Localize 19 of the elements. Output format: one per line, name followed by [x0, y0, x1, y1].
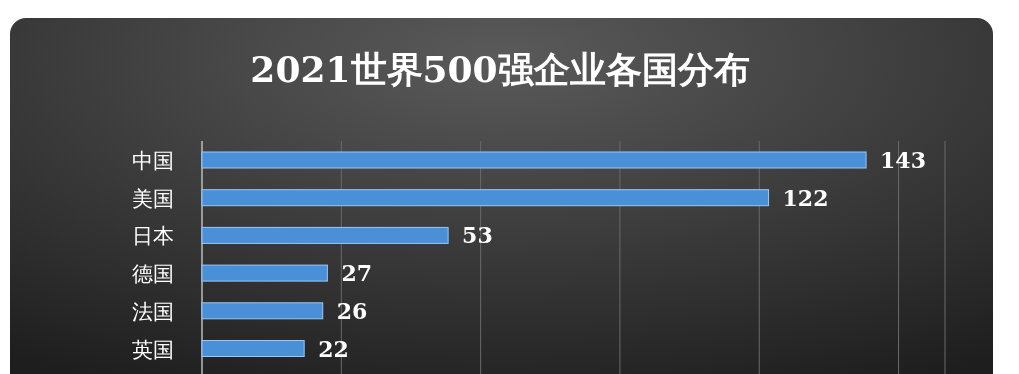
bar	[201, 226, 449, 244]
bar	[201, 264, 328, 282]
bar	[201, 340, 305, 357]
data-label: 53	[462, 222, 493, 249]
chart-title: 2021世界500强企业各国分布	[250, 48, 750, 90]
data-label: 122	[782, 184, 829, 211]
bar	[201, 302, 324, 320]
y-tick-label: 中国	[132, 149, 174, 173]
data-label: 27	[341, 260, 373, 287]
y-tick-label: 美国	[132, 186, 174, 211]
data-label: 143	[880, 147, 926, 173]
data-label: 22	[318, 335, 349, 362]
y-tick-label: 英国	[132, 337, 174, 362]
data-label: 26	[336, 297, 368, 324]
y-tick-label: 法国	[132, 299, 174, 324]
y-tick-label: 德国	[132, 262, 174, 287]
bar	[201, 189, 770, 207]
bar	[201, 151, 867, 169]
y-tick-label: 日本	[132, 224, 174, 249]
